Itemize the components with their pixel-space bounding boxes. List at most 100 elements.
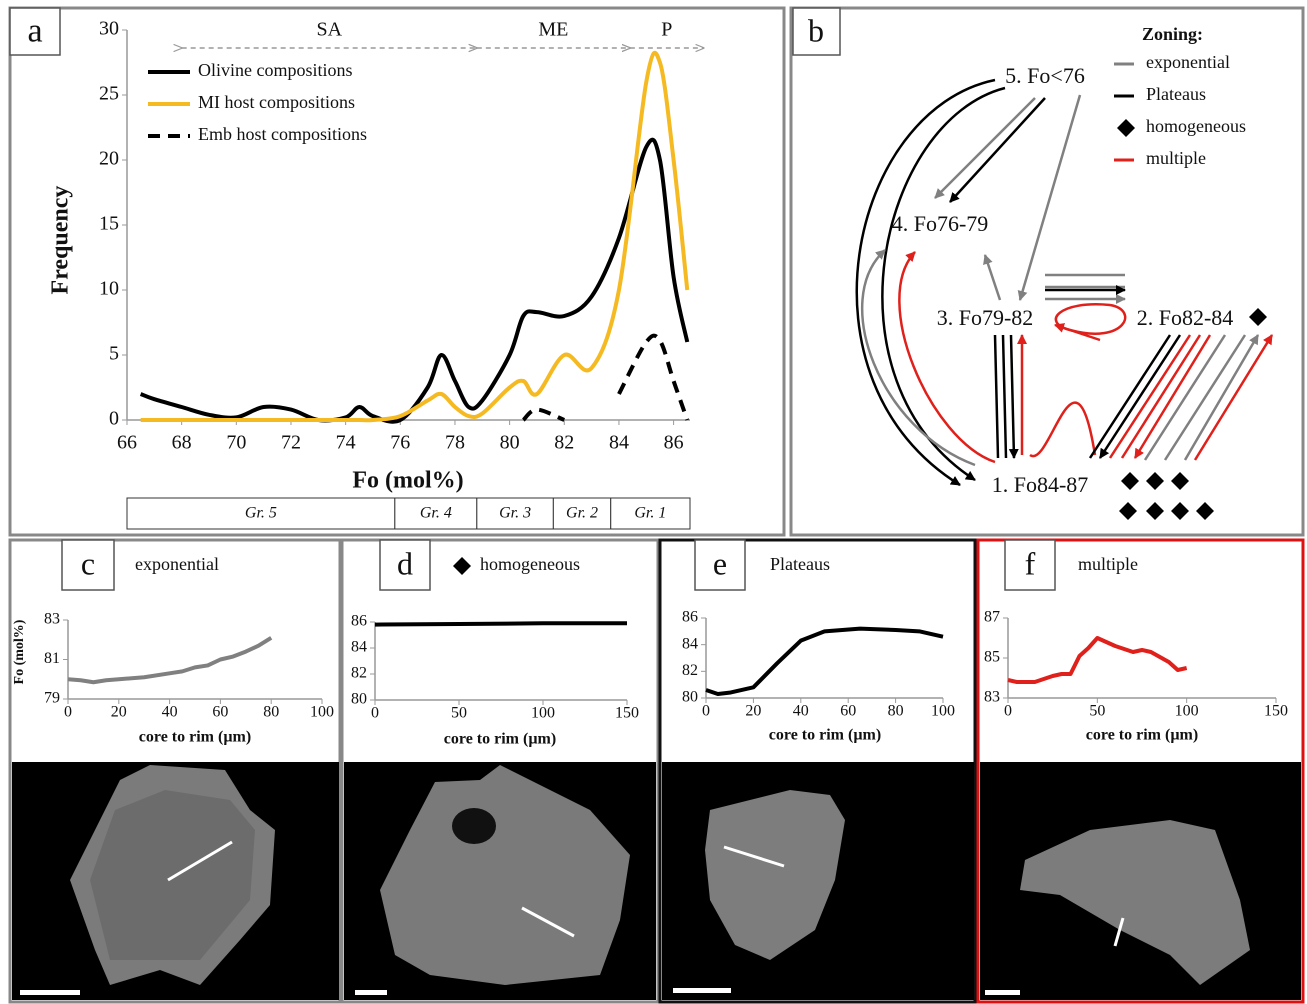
- group-label: Gr. 3: [499, 505, 531, 522]
- y-tick-label: 83: [984, 689, 1000, 706]
- x-tick-label: 100: [310, 704, 334, 721]
- traverse: [521, 906, 575, 938]
- arrow: [1045, 273, 1125, 299]
- x-tick-label: 0: [371, 705, 379, 722]
- legend-label: multiple: [1146, 148, 1206, 168]
- y-tick-label: 84: [351, 639, 367, 656]
- legend-label: homogeneous: [1146, 116, 1246, 136]
- legend-swatch: [1117, 119, 1135, 137]
- x-tick-label: 100: [931, 703, 955, 720]
- panel-label: f: [1025, 545, 1036, 581]
- panel-frames: [8, 6, 1305, 1004]
- x-tick-label: 40: [793, 703, 809, 720]
- x-tick-label: 150: [1264, 703, 1288, 720]
- x-tick-label: 76: [390, 432, 410, 454]
- arrow: [949, 97, 1046, 203]
- x-axis-title: core to rim (µm): [139, 729, 251, 746]
- legend-label: Plateaus: [1146, 84, 1206, 104]
- arrow: [1017, 94, 1082, 301]
- node-label: 2. Fo82-84: [1137, 305, 1234, 330]
- node-label: 4. Fo76-79: [892, 211, 989, 236]
- y-tick-label: 81: [44, 650, 60, 667]
- range-label: SA: [316, 19, 342, 41]
- arrow: [1193, 334, 1274, 461]
- group-box: [610, 497, 691, 530]
- x-tick-label: 80: [500, 432, 520, 454]
- panel-label-box: [379, 539, 431, 591]
- bse-images: [12, 762, 1301, 1000]
- y-axis-title: Fo (mol%): [12, 619, 27, 684]
- y-tick-label: 80: [351, 691, 367, 708]
- frame-a: [8, 6, 786, 537]
- arrow: [898, 251, 996, 464]
- x-tick-label: 66: [117, 432, 137, 454]
- panel-title: multiple: [1078, 554, 1138, 574]
- scale-bar: [673, 988, 731, 993]
- group-box: [126, 497, 396, 530]
- panel-title: homogeneous: [480, 554, 580, 574]
- x-tick-label: 0: [702, 703, 710, 720]
- legend-label: MI host compositions: [198, 92, 355, 112]
- scale-bar: [985, 990, 1020, 995]
- panel-title: exponential: [135, 554, 219, 574]
- x-axis-title: core to rim (µm): [444, 731, 556, 748]
- x-tick-label: 80: [888, 703, 904, 720]
- group-label: Gr. 4: [420, 505, 452, 522]
- group-box: [552, 497, 612, 530]
- y-tick-label: 83: [44, 611, 60, 628]
- arrow: [934, 97, 1036, 199]
- y-tick-label: 82: [682, 662, 698, 679]
- x-tick-label: 60: [212, 704, 228, 721]
- x-tick-label: 100: [531, 705, 555, 722]
- traverse: [167, 840, 233, 882]
- panel-label-box: [9, 7, 61, 56]
- series-line: [374, 621, 627, 627]
- crystal: [380, 765, 630, 985]
- x-tick-label: 20: [111, 704, 127, 721]
- series-line: [139, 137, 690, 424]
- legend-label: exponential: [1146, 52, 1230, 72]
- node-label: 1. Fo84-87: [992, 472, 1089, 497]
- panel-label: c: [81, 545, 95, 581]
- x-tick-label: 50: [1089, 703, 1105, 720]
- frame-e: [658, 538, 977, 1004]
- arrow: [1143, 335, 1258, 461]
- y-tick-label: 86: [351, 613, 367, 630]
- x-tick-label: 72: [281, 432, 301, 454]
- x-tick-label: 100: [1175, 703, 1199, 720]
- crystal-core: [90, 790, 255, 960]
- arrow: [1088, 334, 1182, 458]
- node-label: 5. Fo<76: [1005, 63, 1085, 88]
- x-tick-label: 20: [745, 703, 761, 720]
- y-tick-label: 15: [99, 213, 119, 235]
- x-tick-label: 50: [451, 705, 467, 722]
- x-tick-label: 0: [1004, 703, 1012, 720]
- x-tick-label: 78: [445, 432, 465, 454]
- range-label: P: [661, 19, 672, 41]
- legend-title: Zoning:: [1142, 24, 1203, 44]
- group-label: Gr. 5: [245, 505, 277, 522]
- series-line: [140, 50, 690, 423]
- x-axis-title: core to rim (µm): [1086, 727, 1198, 744]
- traverse: [1113, 917, 1125, 947]
- y-tick-label: 30: [99, 18, 119, 40]
- inclusion: [452, 808, 496, 844]
- y-tick-label: 82: [351, 665, 367, 682]
- panel-title: Plateaus: [770, 554, 830, 574]
- panel-label-box: [792, 7, 841, 56]
- panel-label-box: [61, 539, 115, 591]
- y-tick-label: 25: [99, 83, 119, 105]
- diagram-arrows: [855, 78, 1274, 487]
- traverse: [723, 845, 785, 868]
- y-tick-label: 0: [109, 408, 119, 430]
- range-label: ME: [538, 19, 568, 41]
- x-tick-label: 40: [162, 704, 178, 721]
- panel-label-box: [694, 539, 746, 591]
- y-axis-title: Frequency: [48, 186, 74, 295]
- arrow: [983, 254, 1002, 301]
- x-tick-label: 60: [840, 703, 856, 720]
- x-axis-title: Fo (mol%): [352, 468, 463, 494]
- x-tick-label: 74: [336, 432, 356, 454]
- x-tick-label: 86: [664, 432, 684, 454]
